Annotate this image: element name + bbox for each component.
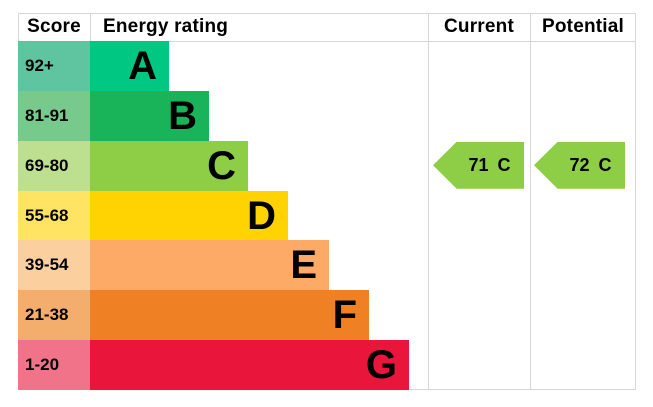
rating-letter: D	[247, 193, 276, 238]
rating-bands: 92+ A 81-91 B 69-80 C 55-68 D 39-54 E 21-38 F 1-20 G	[18, 41, 636, 391]
energy-current-divider	[428, 13, 429, 390]
score-cell: 55-68	[18, 190, 90, 241]
rating-letter: F	[332, 293, 357, 338]
rating-letter: E	[290, 243, 317, 288]
score-energy-divider	[90, 13, 91, 41]
score-range-label: 92+	[25, 55, 54, 75]
header-left-border	[18, 13, 19, 41]
rating-letter: B	[168, 93, 197, 138]
score-range-label: 81-91	[25, 105, 69, 125]
current-column-header: Current	[443, 16, 514, 37]
rating-bar-b: B	[90, 90, 209, 141]
potential-rating-value: 72	[569, 154, 590, 175]
rating-letter: C	[207, 143, 236, 188]
rating-letter: G	[365, 343, 397, 388]
potential-rating-band: C	[598, 154, 612, 175]
score-range-label: 69-80	[25, 155, 69, 175]
rating-bar-a: A	[90, 41, 169, 91]
band-row-b: 81-91 B	[18, 90, 636, 141]
rating-bar-g: G	[90, 340, 409, 391]
header-underline	[18, 41, 636, 42]
rating-bar-d: D	[90, 190, 288, 241]
band-row-c: 69-80 C	[18, 140, 636, 191]
score-cell: 92+	[18, 41, 90, 91]
score-range-label: 21-38	[25, 305, 69, 325]
current-rating-value: 71	[468, 154, 489, 175]
band-row-a: 92+ A	[18, 41, 636, 91]
score-range-label: 1-20	[25, 355, 60, 375]
current-potential-divider	[530, 13, 531, 390]
table-top-border	[18, 13, 636, 14]
band-row-g: 1-20 G	[18, 340, 636, 391]
score-cell: 69-80	[18, 140, 90, 191]
table-right-border	[635, 13, 636, 390]
energy-rating-column-header: Energy rating	[103, 16, 229, 37]
score-cell: 21-38	[18, 290, 90, 341]
rating-bar-f: F	[90, 290, 369, 341]
header-row: Score Energy rating Current Potential	[18, 13, 636, 41]
score-range-label: 55-68	[25, 205, 69, 225]
epc-table: Score Energy rating Current Potential 92…	[18, 13, 636, 391]
rating-bar-e: E	[90, 240, 329, 291]
score-cell: 81-91	[18, 90, 90, 141]
band-row-d: 55-68 D	[18, 190, 636, 241]
potential-column-header: Potential	[541, 16, 625, 37]
score-column-header: Score	[27, 16, 81, 37]
score-cell: 1-20	[18, 340, 90, 391]
rating-bar-c: C	[90, 140, 248, 191]
score-range-label: 39-54	[25, 255, 69, 275]
band-row-e: 39-54 E	[18, 240, 636, 291]
rating-letter: A	[128, 43, 157, 88]
band-row-f: 21-38 F	[18, 290, 636, 341]
score-cell: 39-54	[18, 240, 90, 291]
current-rating-band: C	[497, 154, 511, 175]
